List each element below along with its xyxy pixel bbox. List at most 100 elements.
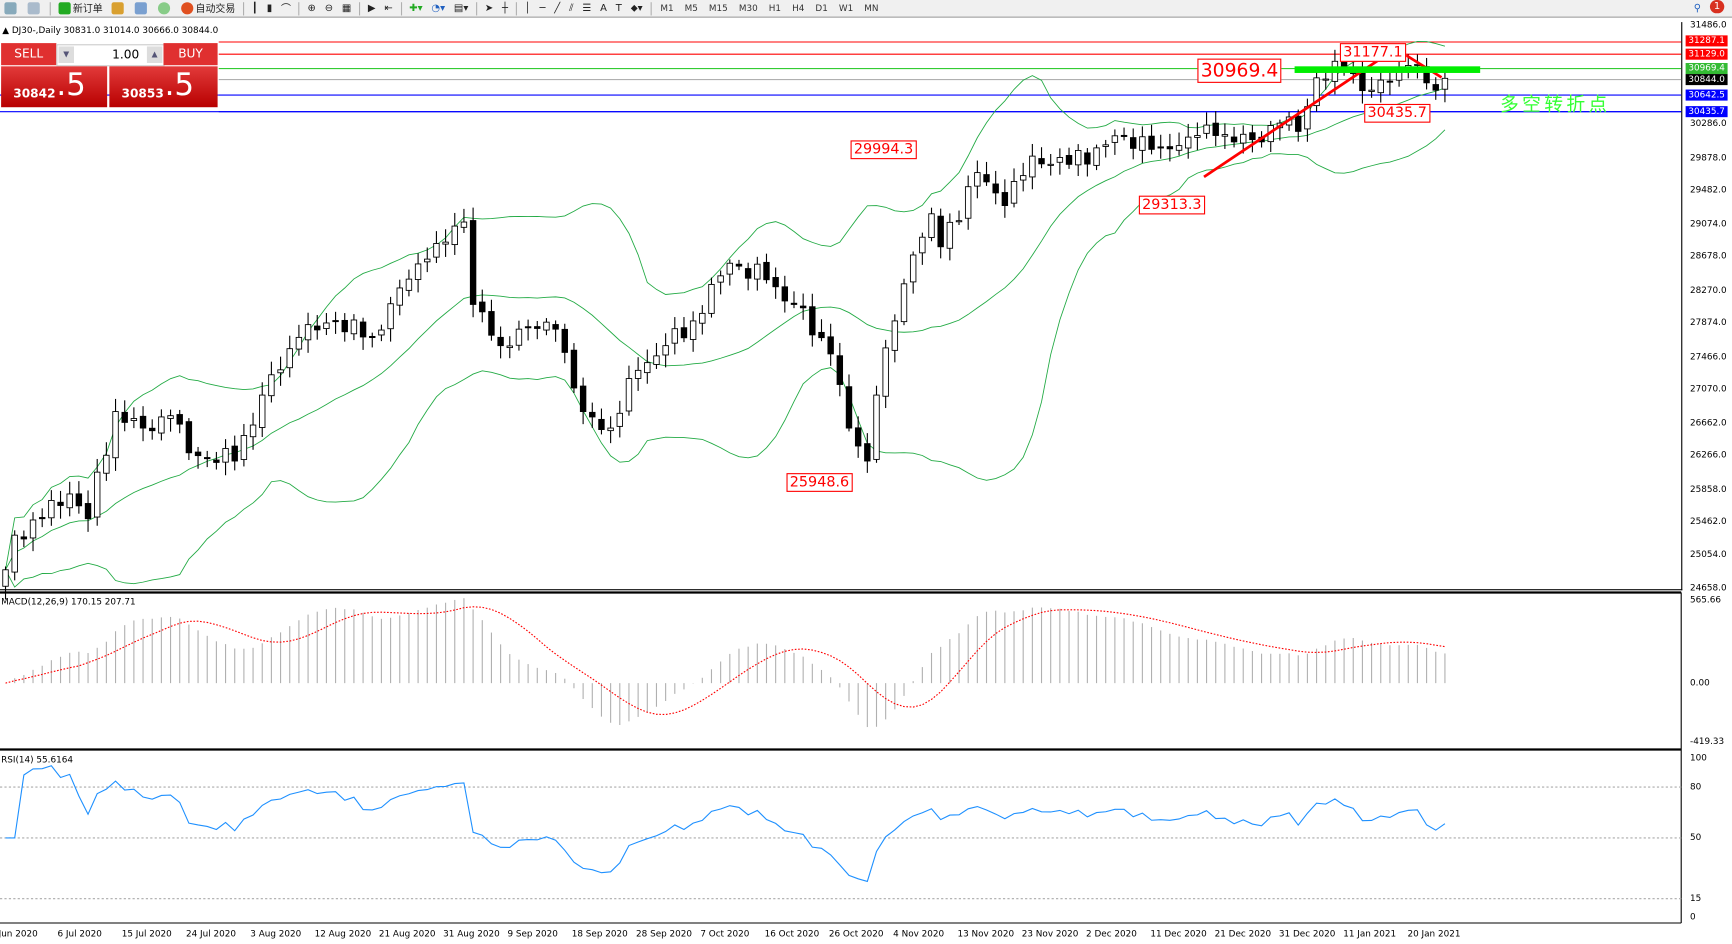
candle-bull <box>1139 136 1146 151</box>
annotation-pivot[interactable]: 30969.4 <box>1197 58 1282 83</box>
auto-trading-icon <box>181 2 194 15</box>
annotation-high[interactable]: 31177.1 <box>1339 43 1406 62</box>
new-order-button[interactable]: 新订单 <box>54 1 107 16</box>
magnifier-icon <box>27 2 40 15</box>
candle-bear <box>469 220 477 305</box>
autoscroll-button[interactable]: ▶ <box>367 2 376 14</box>
periods-button[interactable]: ◔▾ <box>427 1 450 16</box>
candle-bull <box>625 378 633 412</box>
candle-chart-button[interactable]: ▮ <box>266 2 273 14</box>
candle-bull <box>543 321 550 331</box>
candle-bear <box>836 355 844 385</box>
timeframe-h4[interactable]: H4 <box>792 2 805 13</box>
candle-bull <box>414 263 422 280</box>
auto-trading-button[interactable]: 自动交易 <box>177 1 240 16</box>
crosshair-icon: ┼ <box>502 2 509 14</box>
candle-bear <box>534 326 541 329</box>
candle-bull <box>387 303 394 330</box>
crosshair-button[interactable]: ┼ <box>498 1 513 16</box>
candle-bull <box>2 569 9 587</box>
history-button[interactable] <box>130 1 153 16</box>
candle-bear <box>1386 80 1394 83</box>
candle-bear <box>1249 132 1256 141</box>
candle-bear <box>139 415 147 429</box>
metaeditor-button[interactable] <box>107 1 130 16</box>
candle-bull <box>259 394 266 428</box>
timeframe-w1[interactable]: W1 <box>838 2 854 13</box>
candle-bull <box>304 324 312 341</box>
sell-price[interactable]: 30842.5 <box>1 66 108 108</box>
horizontal-line-button[interactable]: ─ <box>539 2 546 14</box>
date-label: 3 Aug 2020 <box>250 928 302 939</box>
fibo-levels-button[interactable]: ☰ <box>582 2 592 14</box>
signals-button[interactable] <box>154 1 177 16</box>
chart-shift-button[interactable]: ⇤ <box>384 2 393 14</box>
new-chart-button[interactable] <box>0 1 23 16</box>
buy-price[interactable]: 30853.5 <box>109 66 218 108</box>
rsi-axis-15: 15 <box>1690 893 1702 904</box>
candle-bull <box>1019 175 1027 181</box>
notification-badge[interactable]: 1 <box>1709 0 1725 14</box>
macd-label: MACD(12,26,9) 170.15 207.71 <box>1 596 136 607</box>
candle-bear <box>589 411 596 418</box>
zoom-out-button[interactable]: ⊖ <box>320 1 337 16</box>
indicators-button[interactable]: ✚▾ <box>405 1 427 16</box>
timeframe-m1[interactable]: M1 <box>660 2 674 13</box>
annotation-dec-low[interactable]: 29313.3 <box>1138 195 1205 215</box>
candle-bear <box>479 301 486 313</box>
timeframe-d1[interactable]: D1 <box>815 2 828 13</box>
price-tick: 29878.0 <box>1690 152 1727 163</box>
trendline-button[interactable]: ╱ <box>554 2 561 14</box>
cursor-icon: ➤ <box>484 2 494 14</box>
level-tag: 31287.1 <box>1685 35 1728 47</box>
candle-bull <box>350 319 358 335</box>
annotation-oct-low[interactable]: 25948.6 <box>786 473 853 492</box>
candle-bull <box>112 411 119 459</box>
timeframe-m30[interactable]: M30 <box>738 2 758 13</box>
candle-bull <box>873 394 880 460</box>
arrows-button[interactable]: ⬥▾ <box>630 2 643 14</box>
candle-bull <box>268 374 275 397</box>
lot-decrease-button[interactable]: ▼ <box>58 46 75 64</box>
price-tick: 27466.0 <box>1690 351 1727 362</box>
vertical-line-button[interactable]: │ <box>524 2 531 14</box>
lot-size-input[interactable]: ▼ 1.00 ▲ <box>56 44 165 67</box>
templates-button[interactable]: ▤▾ <box>450 1 473 16</box>
candle-bear <box>75 493 83 507</box>
timeframe-m5[interactable]: M5 <box>684 2 698 13</box>
date-label: 15 Jul 2020 <box>121 928 172 939</box>
annotation-support[interactable]: 30435.7 <box>1364 103 1431 123</box>
line-chart-button[interactable]: ⌒ <box>281 4 291 16</box>
date-label: 31 Aug 2020 <box>443 928 500 939</box>
text-label-button[interactable]: T <box>615 2 622 14</box>
timeframe-h1[interactable]: H1 <box>768 2 782 13</box>
candle-bear <box>552 324 559 330</box>
pivot-text[interactable]: 多空转折点 <box>1500 93 1611 117</box>
search-icon: ⚲ <box>1693 2 1702 14</box>
tile-windows-button[interactable]: ▦ <box>337 1 355 16</box>
annotation-nov-high[interactable]: 29994.3 <box>850 140 917 160</box>
buy-button[interactable]: BUY <box>163 43 218 66</box>
timeframe-m15[interactable]: M15 <box>708 2 728 13</box>
cursor-button[interactable]: ➤ <box>480 1 497 16</box>
chart-header: ▲ DJ30-,Daily 30831.0 31014.0 30666.0 30… <box>2 25 219 36</box>
sell-button[interactable]: SELL <box>1 43 57 66</box>
candle-bear <box>524 326 532 329</box>
candle-bull <box>946 221 954 249</box>
timeframe-mn[interactable]: MN <box>864 2 879 13</box>
candle-bear <box>680 327 688 339</box>
fibo-button[interactable]: ⫽ <box>569 2 574 14</box>
candle-bull <box>378 329 385 336</box>
candle-bull <box>1322 78 1329 81</box>
main-chart-area[interactable] <box>0 22 1683 591</box>
candle-bull <box>48 500 55 519</box>
candle-bull <box>1047 163 1054 166</box>
zoom-in-button[interactable]: ⊕ <box>303 1 320 16</box>
candle-bull <box>891 320 899 351</box>
bar-chart-button[interactable]: ┃ <box>251 2 258 14</box>
zoom-window-button[interactable] <box>23 1 46 16</box>
text-button[interactable]: A <box>600 2 607 14</box>
search-button[interactable]: ⚲ <box>1689 1 1705 16</box>
date-label: 21 Aug 2020 <box>378 928 436 939</box>
lot-increase-button[interactable]: ▲ <box>146 46 163 64</box>
